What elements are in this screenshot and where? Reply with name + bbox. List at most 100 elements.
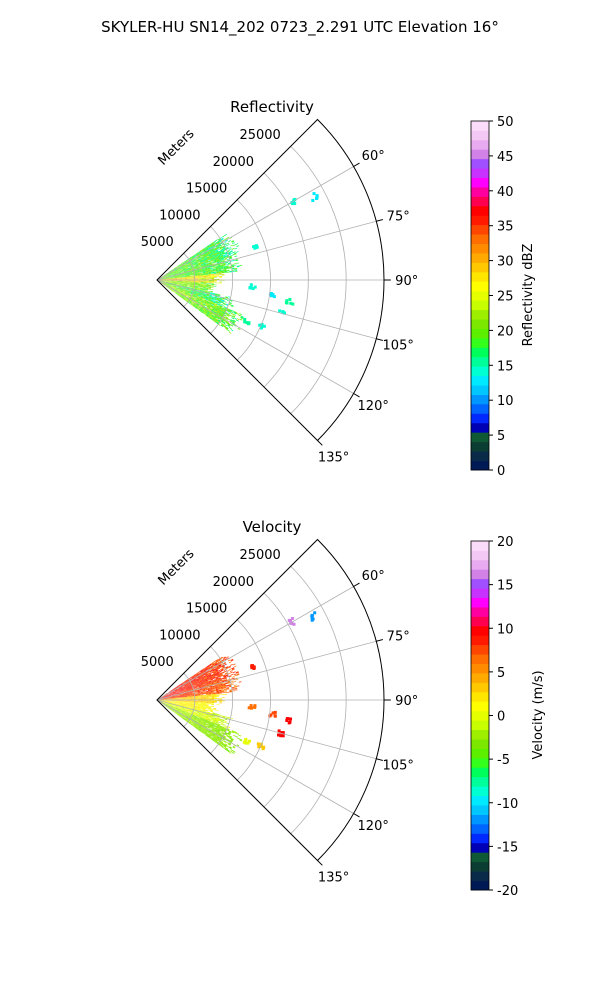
reflectivity-echo-cell [175, 270, 178, 273]
reflectivity-echo-cell [204, 300, 207, 303]
reflectivity-echo-cell [178, 265, 181, 267]
reflectivity-echo-cell [201, 266, 205, 268]
velocity-echo-cell [188, 688, 192, 690]
reflectivity-echo-cell [184, 260, 188, 263]
velocity-echo-cell [220, 675, 224, 677]
reflectivity-echo-cell [210, 258, 213, 260]
reflectivity-echo-cell [165, 283, 169, 285]
reflectivity-echo-cell [173, 286, 176, 288]
reflectivity-echo-cell [212, 256, 215, 258]
reflectivity-echo-cell [178, 272, 182, 274]
velocity-echo-cell [180, 683, 183, 685]
reflectivity-echo-cell [239, 313, 242, 315]
reflectivity-echo-cell [171, 276, 175, 278]
velocity-echo-cell [210, 677, 213, 680]
reflectivity-colorbar-swatch [471, 403, 489, 414]
reflectivity-echo-cell [194, 262, 198, 264]
reflectivity-echo-cell [165, 283, 169, 285]
velocity-echo-cell [178, 692, 182, 694]
reflectivity-echo-cell [231, 266, 235, 268]
reflectivity-echo-cell [202, 288, 206, 290]
velocity-echo-cell [231, 667, 235, 669]
reflectivity-echo-cell [216, 240, 219, 243]
reflectivity-echo-cell [199, 309, 202, 312]
velocity-echo-cell [196, 685, 199, 687]
velocity-echo-cell [215, 689, 219, 691]
reflectivity-echo-cell [197, 270, 200, 272]
reflectivity-echo-cell [200, 295, 204, 297]
reflectivity-echo-cell [214, 242, 217, 245]
reflectivity-theta-tick-label: 120° [358, 399, 389, 414]
reflectivity-echo-cell [168, 277, 172, 278]
reflectivity-echo-cell [209, 295, 212, 298]
reflectivity-echo-cell [205, 299, 208, 301]
reflectivity-echo-cell [200, 275, 204, 277]
reflectivity-echo-cell [212, 244, 215, 247]
velocity-echo-cell [172, 691, 175, 693]
reflectivity-echo-cell [171, 268, 174, 271]
reflectivity-echo-cell [165, 274, 168, 277]
reflectivity-echo-cell [225, 327, 229, 330]
reflectivity-echo-cell [174, 289, 178, 291]
velocity-echo-cell [215, 687, 219, 689]
reflectivity-echo-cell [227, 324, 230, 327]
reflectivity-echo-cell [173, 274, 177, 275]
velocity-echo-cell [165, 696, 169, 697]
reflectivity-echo-cell [190, 281, 193, 283]
reflectivity-echo-cell [174, 269, 178, 272]
velocity-echo-cell [218, 669, 221, 672]
reflectivity-echo-cell [213, 305, 217, 307]
reflectivity-echo-cell [230, 305, 234, 307]
velocity-echo-cell [175, 690, 178, 692]
reflectivity-scatter-cell [315, 194, 319, 198]
reflectivity-scatter-echo [311, 192, 319, 202]
reflectivity-echo-cell [203, 277, 207, 279]
reflectivity-echo-cell [198, 251, 201, 254]
reflectivity-echo-cell [209, 244, 212, 246]
reflectivity-echo-cell [179, 276, 183, 277]
reflectivity-echo-cell [209, 249, 212, 252]
velocity-echo-cell [201, 684, 204, 686]
velocity-echo-cell [198, 676, 201, 679]
velocity-echo-cell [175, 691, 178, 693]
reflectivity-echo-cell [199, 299, 202, 302]
reflectivity-echo-cell [213, 241, 216, 244]
reflectivity-scatter-cell [253, 285, 257, 289]
velocity-echo-cell [193, 687, 197, 689]
reflectivity-echo-cell [212, 251, 216, 253]
velocity-echo-cell [199, 689, 203, 691]
reflectivity-echo-cell [187, 274, 190, 275]
reflectivity-echo-cell [223, 325, 226, 328]
reflectivity-echo-cell [197, 284, 201, 286]
velocity-echo-cell [189, 677, 192, 680]
velocity-echo-cell [184, 694, 188, 696]
reflectivity-echo-cell [175, 288, 178, 290]
reflectivity-echo-cell [176, 273, 179, 274]
velocity-echo-cell [219, 665, 222, 668]
reflectivity-echo-cell [205, 287, 209, 289]
reflectivity-echo-cell [207, 291, 211, 293]
reflectivity-echo-cell [212, 249, 215, 252]
velocity-echo-cell [216, 678, 219, 681]
velocity-echo-cell [165, 695, 169, 697]
reflectivity-echo-cell [186, 269, 189, 271]
reflectivity-echo-cell [204, 257, 207, 260]
reflectivity-echo-cell [206, 275, 209, 276]
reflectivity-echo-cell [165, 274, 168, 276]
reflectivity-echo-cell [174, 276, 177, 278]
velocity-echo-cell [225, 683, 229, 685]
reflectivity-echo-cell [230, 319, 234, 322]
reflectivity-echo-cell [171, 277, 175, 278]
reflectivity-echo-cell [215, 301, 218, 304]
reflectivity-echo-cell [199, 292, 202, 294]
velocity-echo-cell [217, 683, 221, 685]
velocity-echo-cell [211, 681, 214, 683]
reflectivity-echo-cell [182, 275, 185, 276]
reflectivity-colorbar-swatch [471, 337, 489, 348]
reflectivity-echo-cell [174, 282, 177, 284]
reflectivity-echo-cell [180, 290, 183, 292]
reflectivity-colorbar-tick-label: 15 [497, 359, 514, 374]
reflectivity-echo-cell [203, 262, 206, 264]
reflectivity-echo-cell [213, 269, 216, 271]
reflectivity-echo-cell [219, 282, 222, 284]
